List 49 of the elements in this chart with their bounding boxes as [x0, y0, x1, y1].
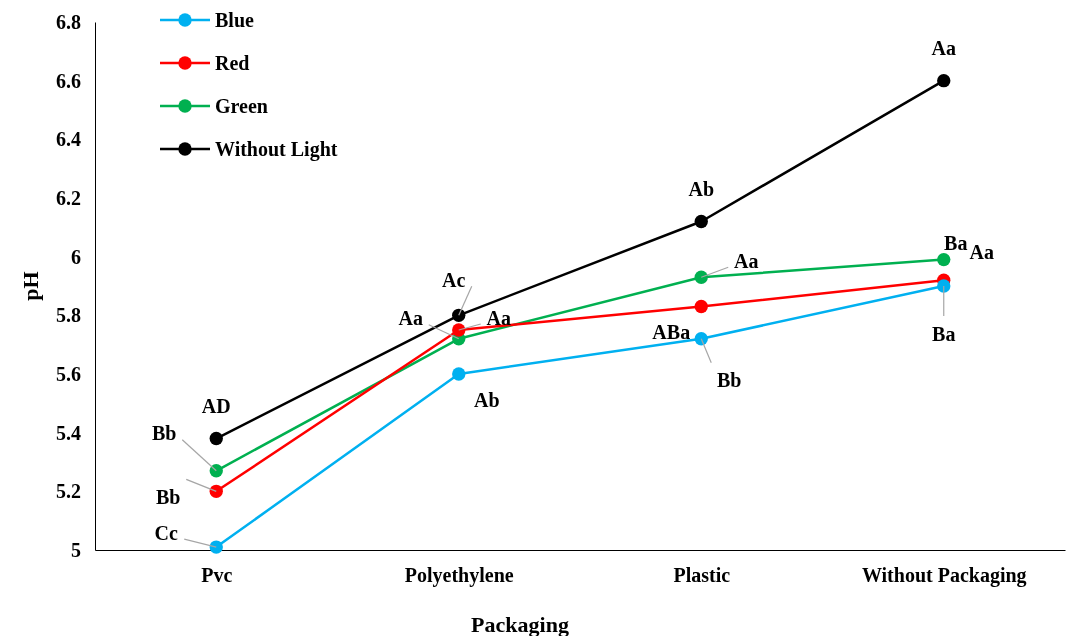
annotation: ABa — [652, 321, 691, 344]
annotation: Cc — [154, 521, 179, 544]
annotation: Aa — [969, 240, 994, 263]
x-tick-label: Pvc — [201, 564, 233, 587]
point — [452, 308, 466, 322]
point — [937, 279, 951, 293]
y-tick-label: 5.4 — [56, 421, 81, 444]
y-tick-label: 6.2 — [56, 186, 81, 209]
annotation: Ba — [944, 232, 968, 255]
x-tick-label: Polyethylene — [404, 564, 514, 588]
point — [937, 252, 951, 267]
y-tick-label: 5.6 — [56, 362, 81, 385]
annotation: Ba — [932, 322, 956, 345]
x-axis-title: Packaging — [471, 612, 569, 636]
point — [209, 540, 223, 554]
annotation: Aa — [486, 306, 511, 329]
y-tick-label: 6.6 — [56, 69, 81, 92]
annotation: Bb — [156, 485, 181, 508]
point — [694, 270, 708, 284]
annotation: Ac — [442, 268, 466, 291]
y-tick-label: 5.8 — [56, 304, 81, 327]
legend-label: Red — [215, 52, 250, 74]
x-tick-label: Plastic — [673, 564, 731, 587]
legend-label: Blue — [215, 9, 255, 31]
y-tick-label: 6 — [71, 245, 81, 268]
point — [209, 431, 223, 446]
point — [452, 367, 466, 381]
y-tick-label: 6.8 — [56, 10, 81, 33]
legend-label: Green — [215, 95, 268, 117]
y-tick-label: 5 — [71, 538, 81, 561]
point — [209, 484, 223, 498]
annotation: AD — [201, 395, 231, 418]
point — [694, 214, 708, 229]
annotation: Ab — [473, 388, 500, 411]
annotation: Ab — [688, 178, 715, 201]
point — [694, 332, 708, 346]
x-tick-label: Without Packaging — [861, 564, 1027, 588]
point — [452, 323, 466, 337]
y-axis-title: pH — [18, 271, 43, 301]
y-tick-label: 6.4 — [56, 128, 81, 151]
point — [937, 74, 951, 88]
legend-label: Without Light — [215, 138, 338, 161]
annotation: Aa — [931, 37, 956, 60]
annotation: Bb — [152, 422, 177, 445]
annotation: Aa — [734, 249, 759, 272]
point — [694, 299, 708, 314]
y-tick-label: 5.2 — [56, 480, 81, 503]
annotation: Aa — [398, 307, 423, 330]
annotation: Bb — [717, 369, 742, 392]
